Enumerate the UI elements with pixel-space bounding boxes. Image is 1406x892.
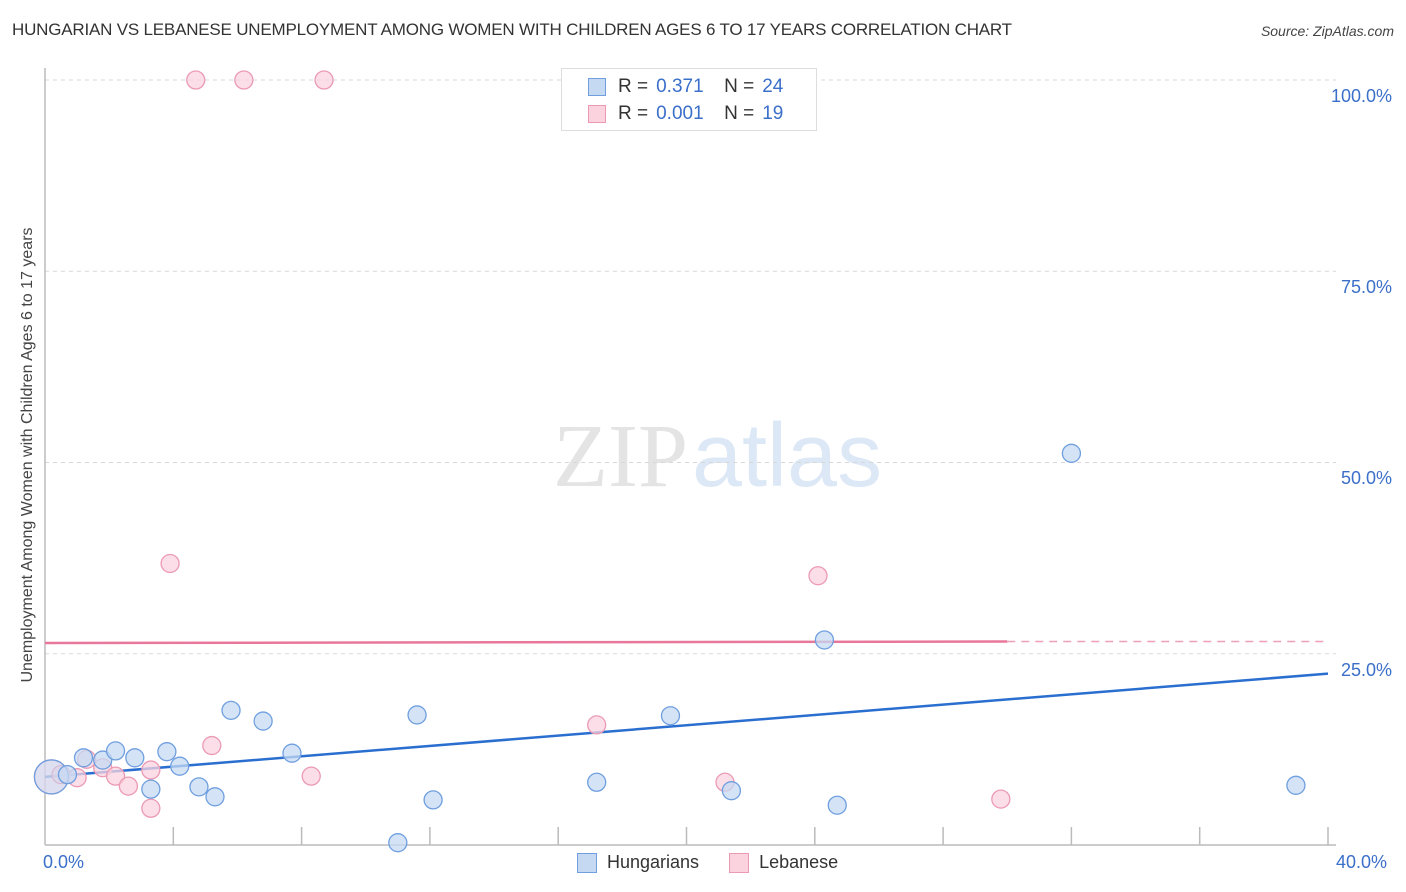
correlation-legend: R = 0.371 N = 24 R = 0.001 N = 19 [561, 68, 817, 131]
zipatlas-watermark: ZIPatlas [553, 405, 882, 508]
legend-label: Lebanese [759, 852, 839, 872]
hungarians-point [423, 790, 443, 810]
lebanese-trendline [44, 640, 1008, 645]
hungarians-point [57, 764, 78, 785]
hungarians-point [721, 781, 742, 801]
hungarians-point [660, 706, 681, 726]
lebanese-point [160, 553, 180, 574]
hungarians-point [1061, 443, 1082, 463]
blue-swatch-icon [577, 852, 597, 873]
lebanese-point [141, 798, 161, 818]
legend-item-hungarians[interactable]: Hungarians [577, 852, 699, 873]
hungarians-point [189, 777, 209, 797]
y-tick-100: 100.0% [1330, 86, 1392, 106]
lebanese-point [186, 70, 206, 90]
lebanese-point [234, 70, 254, 90]
hungarians-point [170, 756, 190, 776]
lebanese-point [587, 715, 607, 735]
lebanese-point [991, 789, 1011, 809]
lebanese-point [141, 760, 161, 780]
x-tick-0: 0.0% [43, 852, 85, 872]
lebanese-point [105, 766, 126, 786]
hungarians-point [157, 742, 177, 762]
lebanese-point [118, 776, 139, 796]
r-value: 0.001 [656, 103, 704, 124]
n-label: N = [724, 103, 755, 124]
y-tick-25: 25.0% [1340, 660, 1392, 680]
lebanese-point [808, 566, 828, 586]
pink-swatch-icon [588, 105, 606, 123]
y-axis-label: Unemployment Among Women with Children A… [19, 227, 36, 683]
legend-item-lebanese[interactable]: Lebanese [729, 852, 838, 873]
hungarians-point [388, 833, 408, 853]
r-label: R = [618, 76, 649, 97]
pink-swatch-icon [729, 852, 750, 873]
hungarians-point [407, 705, 427, 725]
source-label: Source: ZipAtlas.com [1260, 23, 1394, 39]
hungarians-point [827, 795, 847, 815]
lebanese-point [202, 735, 222, 756]
chart-title: HUNGARIAN VS LEBANESE UNEMPLOYMENT AMONG… [12, 20, 1012, 39]
series-legend: Hungarians Lebanese [577, 852, 868, 873]
axes [44, 68, 1336, 846]
hungarians-point [105, 741, 126, 761]
hungarians-point [1286, 775, 1306, 795]
hungarians-point [73, 748, 94, 768]
legend-row-lebanese: R = 0.001 N = 19 [588, 102, 783, 126]
trendlines [44, 640, 1329, 779]
lebanese-point [301, 766, 321, 786]
hungarians-point [141, 779, 161, 799]
hungarians-point [205, 787, 225, 807]
hungarians-point [282, 743, 302, 763]
hungarians-point [253, 711, 273, 731]
n-label: N = [724, 76, 755, 97]
x-tick-40: 40.0% [1336, 852, 1388, 872]
lebanese-point [314, 70, 334, 90]
n-value: 19 [762, 103, 784, 124]
y-tick-50: 50.0% [1340, 468, 1392, 488]
hungarians-point [587, 772, 607, 792]
n-value: 24 [762, 76, 784, 97]
watermark-atlas: atlas [692, 406, 883, 506]
blue-swatch-icon [588, 78, 606, 96]
hungarians-point [814, 630, 835, 650]
watermark-zip: ZIP [553, 407, 688, 506]
r-value: 0.371 [656, 76, 704, 97]
r-label: R = [618, 103, 649, 124]
hungarians-trendline [44, 672, 1329, 779]
y-tick-75: 75.0% [1340, 277, 1392, 297]
gridlines [45, 79, 1336, 655]
hungarians-point [221, 700, 241, 721]
data-points [33, 70, 1306, 853]
hungarians-point [125, 748, 145, 768]
legend-row-hungarians: R = 0.371 N = 24 [588, 75, 783, 99]
legend-label: Hungarians [607, 852, 700, 872]
